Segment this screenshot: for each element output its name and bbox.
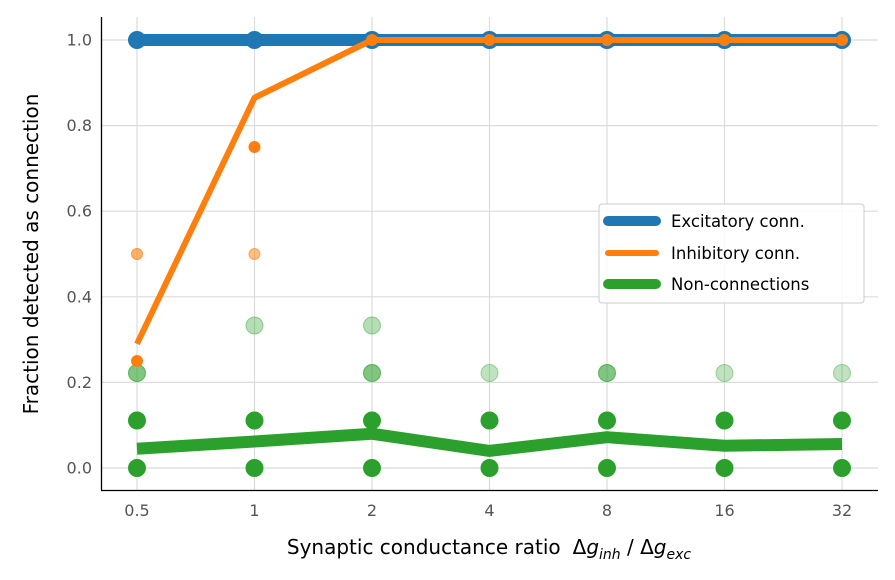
x-tick-label: 32 (832, 501, 852, 520)
x-axis-label-sep: / (621, 535, 640, 559)
legend-label-non-connections: Non-connections (671, 275, 809, 294)
data-point-non-connections (598, 459, 616, 477)
data-point-non-connections (363, 411, 381, 430)
data-point-inhibitory (131, 355, 143, 367)
mean-line-non-connections (136, 427, 843, 457)
data-point-inhibitory (131, 248, 143, 260)
x-tick-labels: 0.5 1 2 4 8 16 32 (124, 501, 852, 520)
y-tick-label: 0.2 (67, 373, 92, 392)
data-point-non-connections (715, 459, 734, 477)
data-point-non-connections (480, 363, 499, 382)
y-tick-label: 0.8 (67, 116, 92, 135)
y-tick-labels: 0.0 0.2 0.4 0.6 0.8 1.0 (67, 31, 92, 478)
data-point-non-connections (833, 411, 851, 430)
data-point-non-connections (245, 459, 264, 477)
legend-label-excitatory: Excitatory conn. (671, 212, 805, 231)
y-tick-label: 0.0 (67, 459, 92, 478)
data-point-excitatory (245, 31, 264, 49)
data-point-inhibitory (601, 34, 613, 46)
data-point-inhibitory (836, 34, 848, 46)
data-point-inhibitory (366, 34, 378, 46)
data-point-non-connections (715, 411, 734, 430)
data-point-non-connections (715, 363, 734, 382)
y-tick-label: 1.0 (67, 31, 92, 50)
x-axis-label-sub-inh: inh (599, 547, 621, 563)
legend-label-inhibitory: Inhibitory conn. (671, 244, 800, 263)
x-tick-label: 2 (367, 501, 377, 520)
y-tick-label: 0.4 (67, 287, 92, 306)
x-tick-label: 8 (602, 501, 612, 520)
data-point-non-connections (245, 411, 264, 430)
x-axis-label-delta-2: Δ (640, 535, 654, 559)
data-point-non-connections (128, 459, 146, 477)
x-axis-label-sub-exc: exc (667, 547, 692, 563)
data-point-non-connections (128, 363, 146, 382)
legend: Excitatory conn. Inhibitory conn. Non-co… (598, 203, 865, 304)
data-point-non-connections (245, 316, 264, 335)
data-point-non-connections (598, 363, 616, 382)
data-point-non-connections (833, 459, 851, 477)
x-axis-label-main: Synaptic conductance ratio (287, 535, 561, 559)
data-point-non-connections (363, 316, 381, 335)
data-point-inhibitory (483, 34, 496, 46)
x-axis-label: Synaptic conductance ratio Δginh / Δgexc (287, 535, 692, 563)
data-point-inhibitory (248, 248, 261, 260)
data-point-non-connections (833, 363, 851, 382)
legend-box (598, 203, 865, 304)
y-tick-label: 0.6 (67, 202, 92, 221)
data-point-non-connections (363, 459, 381, 477)
x-tick-label: 4 (484, 501, 494, 520)
series-inhibitory (131, 34, 848, 367)
y-axis-label: Fraction detected as connection (19, 94, 43, 415)
data-point-excitatory (128, 31, 146, 49)
data-point-non-connections (480, 411, 499, 430)
x-tick-label: 16 (714, 501, 734, 520)
x-axis-label-delta-1: Δ (573, 535, 587, 559)
x-tick-label: 1 (249, 501, 259, 520)
data-point-non-connections (128, 411, 146, 430)
plot-area (128, 31, 851, 477)
data-point-inhibitory (718, 34, 731, 46)
series-non-connections (128, 316, 851, 477)
data-point-non-connections (598, 411, 616, 430)
data-point-inhibitory (248, 141, 261, 153)
x-tick-label: 0.5 (124, 501, 149, 520)
x-axis-label-g-2: g (654, 535, 667, 559)
axes (100, 17, 878, 492)
x-axis-label-g-1: g (586, 535, 599, 559)
data-point-non-connections (363, 363, 381, 382)
data-point-non-connections (480, 459, 499, 477)
